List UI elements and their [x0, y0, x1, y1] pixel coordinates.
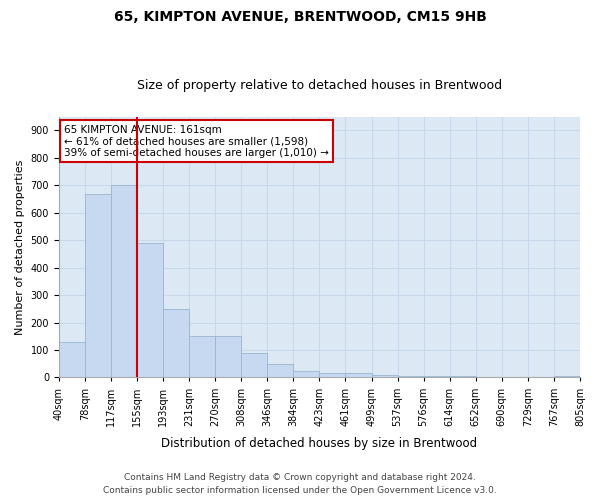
Bar [189, 336, 215, 378]
Text: 65, KIMPTON AVENUE, BRENTWOOD, CM15 9HB: 65, KIMPTON AVENUE, BRENTWOOD, CM15 9HB [113, 10, 487, 24]
Bar [476, 377, 502, 378]
Text: Contains HM Land Registry data © Crown copyright and database right 2024.
Contai: Contains HM Land Registry data © Crown c… [103, 474, 497, 495]
Bar [59, 342, 85, 378]
Bar [449, 376, 476, 378]
Bar [371, 376, 398, 378]
Title: Size of property relative to detached houses in Brentwood: Size of property relative to detached ho… [137, 79, 502, 92]
X-axis label: Distribution of detached houses by size in Brentwood: Distribution of detached houses by size … [161, 437, 478, 450]
Bar [319, 372, 346, 378]
Text: 65 KIMPTON AVENUE: 161sqm
← 61% of detached houses are smaller (1,598)
39% of se: 65 KIMPTON AVENUE: 161sqm ← 61% of detac… [64, 124, 329, 158]
Bar [398, 376, 424, 378]
Bar [241, 354, 267, 378]
Y-axis label: Number of detached properties: Number of detached properties [15, 160, 25, 335]
Bar [85, 194, 111, 378]
Bar [163, 309, 189, 378]
Bar [346, 373, 371, 378]
Bar [215, 336, 241, 378]
Bar [111, 186, 137, 378]
Bar [293, 372, 319, 378]
Bar [424, 376, 449, 378]
Bar [554, 376, 580, 378]
Bar [267, 364, 293, 378]
Bar [137, 243, 163, 378]
